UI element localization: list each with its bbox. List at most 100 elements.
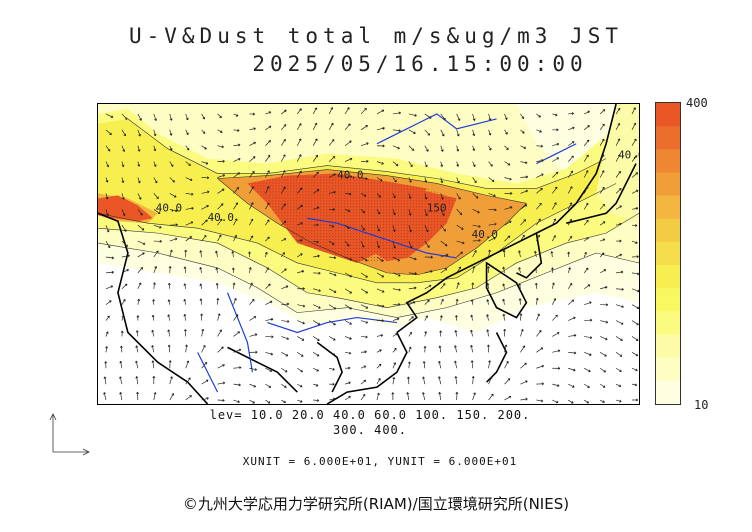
wind-arrow [297, 222, 303, 226]
wind-arrow [424, 161, 428, 168]
wind-arrow [488, 376, 493, 385]
wind-arrow [376, 193, 381, 198]
wind-arrow [583, 237, 589, 242]
wind-arrow [249, 218, 254, 226]
wind-arrow [328, 304, 337, 310]
wind-arrow [329, 224, 335, 228]
wind-arrow [408, 129, 416, 134]
wind-arrow [121, 129, 127, 137]
wind-arrow [119, 376, 123, 385]
wind-arrow [345, 366, 351, 370]
wind-arrow [376, 272, 385, 278]
wind-arrow [392, 302, 401, 306]
wind-arrow [472, 239, 481, 242]
wind-arrow [486, 344, 490, 353]
wind-arrow [153, 239, 162, 243]
wind-arrow [121, 283, 128, 290]
wind-arrow [584, 318, 593, 322]
wind-arrow [408, 113, 417, 117]
wind-vectors [103, 107, 639, 404]
wind-arrow [406, 392, 410, 401]
wind-arrow [264, 251, 268, 258]
wind-arrow [424, 270, 433, 274]
wind-arrow [424, 113, 432, 119]
wind-arrow [536, 173, 544, 178]
wind-arrow [583, 186, 589, 194]
wind-arrow [329, 256, 337, 260]
wind-arrow [422, 376, 426, 385]
wind-arrow [536, 187, 543, 194]
wind-arrow [567, 218, 573, 226]
wind-arrow [201, 361, 208, 369]
wind-arrow [472, 193, 479, 199]
wind-arrow [344, 381, 351, 385]
wind-arrow [408, 177, 412, 183]
wind-arrow [504, 220, 512, 226]
wind-arrow [313, 240, 319, 244]
wind-arrow [265, 125, 272, 131]
wind-arrow [632, 398, 639, 402]
wind-arrow [438, 391, 442, 401]
wind-arrow [313, 399, 320, 402]
wind-arrow [440, 240, 448, 247]
wind-arrow [201, 379, 209, 385]
wind-arrow [440, 224, 446, 232]
wind-arrow [583, 219, 589, 226]
wind-arrow [344, 208, 351, 213]
wind-arrow [249, 399, 255, 404]
wind-arrow [297, 304, 306, 308]
wind-arrow [137, 145, 141, 152]
wind-arrow [360, 142, 369, 147]
wind-arrow [392, 129, 401, 133]
wind-arrow [456, 177, 460, 184]
wind-arrow [329, 367, 335, 371]
wind-arrow [344, 107, 350, 115]
wind-arrow [407, 376, 410, 385]
wind-arrow [568, 351, 577, 355]
wind-arrow [105, 193, 109, 200]
wind-arrow [185, 377, 191, 385]
wind-arrow [153, 266, 158, 273]
wind-arrow [281, 124, 287, 131]
wind-arrow [168, 266, 172, 273]
wind-arrow [344, 256, 353, 261]
wind-arrow [121, 268, 130, 274]
wind-arrow [153, 113, 157, 121]
wind-arrow [488, 177, 495, 182]
wind-arrow [583, 267, 589, 274]
wind-arrow [536, 234, 541, 242]
wind-arrow [105, 346, 108, 353]
wind-arrow [233, 172, 241, 178]
wind-arrow [408, 161, 413, 168]
wind-arrow [120, 345, 123, 353]
wind-arrow [486, 283, 490, 289]
wind-arrow [265, 317, 274, 321]
wind-arrow [233, 113, 239, 117]
wind-arrow [392, 161, 399, 167]
wind-arrow [584, 352, 592, 356]
wind-arrow [360, 240, 365, 248]
wind-arrow [217, 329, 222, 337]
wind-arrow [232, 282, 236, 289]
wind-arrow [344, 304, 352, 310]
wind-arrow [440, 209, 445, 216]
wind-arrow [408, 145, 415, 151]
wind-arrow [518, 267, 521, 273]
wind-arrow [137, 282, 142, 289]
wind-arrow [281, 154, 286, 162]
wind-arrow [313, 206, 320, 210]
wind-arrow [552, 235, 556, 242]
wind-arrow [520, 397, 528, 401]
wind-arrow [552, 399, 559, 404]
wind-arrow [631, 352, 639, 357]
wind-arrow [503, 328, 507, 337]
wind-arrow [567, 251, 571, 258]
wind-arrow [297, 399, 303, 403]
wind-arrow [265, 300, 273, 305]
contour-levels-line1: lev= 10.0 20.0 40.0 60.0 100. 150. 200. [209, 408, 531, 422]
wind-arrow [121, 225, 127, 232]
wind-arrow [424, 299, 430, 305]
wind-arrow [360, 125, 368, 131]
wind-arrow [392, 177, 397, 183]
wind-arrow [392, 317, 400, 321]
